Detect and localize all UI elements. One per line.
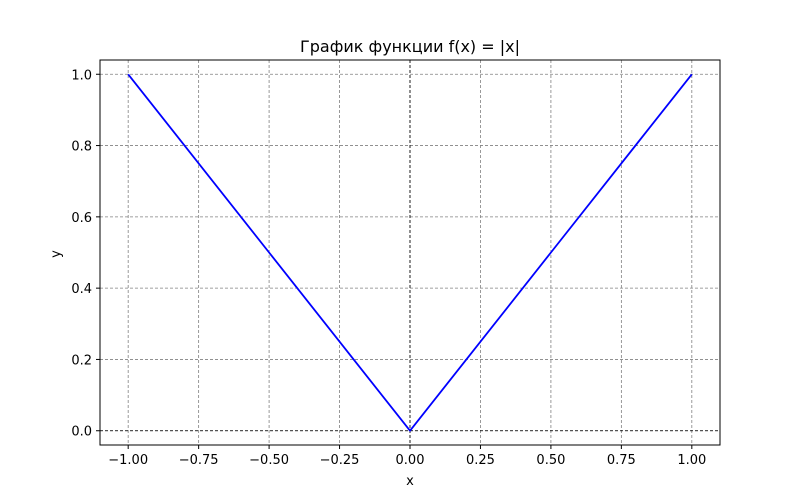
- x-tick-label: −0.75: [179, 453, 219, 468]
- chart-title: График функции f(x) = |x|: [300, 37, 520, 56]
- reference-lines: [100, 60, 720, 445]
- y-axis-label: y: [49, 250, 64, 258]
- x-tick-label: 0.25: [466, 453, 495, 468]
- series-layer: [127, 73, 693, 432]
- y-tick-label: 0.8: [71, 140, 92, 155]
- y-tick-label: 0.2: [71, 353, 92, 368]
- x-tick-label: 1.00: [677, 453, 706, 468]
- x-tick-label: −0.50: [249, 453, 289, 468]
- x-tick-label: −1.00: [108, 453, 148, 468]
- x-tick-label: 0.00: [396, 453, 425, 468]
- y-tick-label: 0.4: [71, 282, 92, 297]
- y-axis: 0.0 0.2 0.4 0.6 0.8 1.0: [71, 68, 100, 440]
- y-tick-label: 1.0: [71, 68, 92, 83]
- x-tick-label: 0.50: [536, 453, 565, 468]
- y-tick-label: 0.0: [71, 425, 92, 440]
- x-axis-label: x: [406, 474, 414, 489]
- x-tick-label: −0.25: [320, 453, 360, 468]
- x-axis: −1.00 −0.75 −0.50 −0.25 0.00 0.25 0.50 0.75 1.00: [108, 445, 706, 468]
- series-line: [127, 73, 693, 432]
- x-tick-label: 0.75: [607, 453, 636, 468]
- y-tick-label: 0.6: [71, 211, 92, 226]
